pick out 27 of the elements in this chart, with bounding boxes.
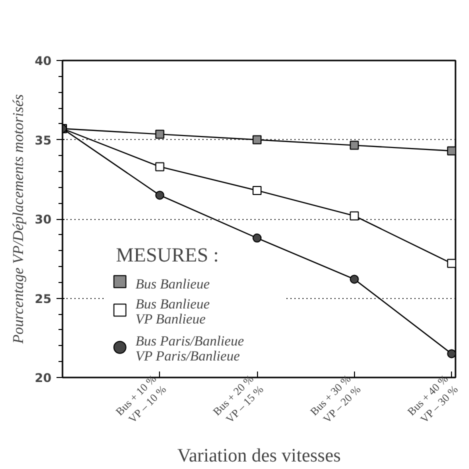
- legend-label: Bus Paris/Banlieue VP Paris/Banlieue: [135, 334, 244, 365]
- point: [447, 146, 456, 156]
- point: [447, 349, 456, 358]
- point: [155, 162, 164, 172]
- y-tick-label: 40: [34, 54, 52, 68]
- point: [252, 234, 262, 243]
- point: [447, 258, 456, 268]
- legend-title: MESURES :: [116, 244, 219, 266]
- x-tick-label: Bus + 30 % VP – 20 %: [308, 373, 364, 426]
- x-tick-label: Bus + 10 % VP – 10 %: [114, 373, 169, 426]
- point: [252, 135, 262, 144]
- x-axis-title: Variation des vitesses: [177, 446, 341, 467]
- point: [350, 140, 359, 150]
- y-tick-label: 25: [34, 292, 52, 306]
- y-tick-label: 35: [34, 133, 52, 148]
- point: [350, 211, 359, 220]
- x-tick-label: Bus + 40 % VP – 30 %: [406, 373, 461, 426]
- point: [350, 274, 359, 284]
- y-tick-label: 30: [34, 212, 52, 226]
- x-tick-label: Bus + 20 % VP – 15 %: [211, 373, 266, 426]
- point: [252, 186, 262, 195]
- legend-label: Bus Banlieue: [135, 278, 210, 293]
- point: [155, 190, 164, 200]
- point: [155, 130, 164, 139]
- y-tick-label: 20: [34, 371, 52, 385]
- y-axis-title: Pourcentage VP/Déplacements motorisés: [10, 94, 27, 345]
- legend-label: Bus Banlieue VP Banlieue: [135, 297, 210, 328]
